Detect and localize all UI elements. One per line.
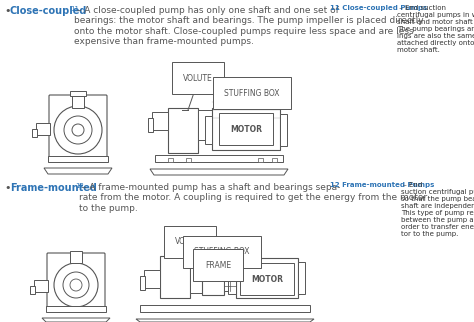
Bar — [272, 158, 277, 162]
Text: 11 Close-coupled Pumps: 11 Close-coupled Pumps — [330, 5, 427, 11]
FancyBboxPatch shape — [47, 253, 105, 309]
Text: •: • — [4, 6, 10, 16]
Text: VOLUTE: VOLUTE — [175, 238, 205, 247]
Bar — [205, 116, 212, 144]
Bar — [46, 306, 106, 312]
Bar — [152, 112, 168, 130]
Bar — [168, 158, 173, 162]
Bar — [30, 286, 35, 294]
Bar — [298, 262, 305, 294]
Text: FRAME: FRAME — [205, 260, 231, 270]
Bar — [155, 155, 283, 162]
Polygon shape — [44, 168, 112, 174]
Bar — [140, 305, 310, 312]
Bar — [34, 280, 48, 292]
Text: 11: 11 — [70, 6, 79, 12]
Bar — [258, 158, 263, 162]
Bar — [70, 91, 86, 96]
Bar — [168, 108, 198, 153]
Polygon shape — [136, 319, 314, 322]
Bar — [190, 265, 202, 293]
Text: Close-coupled: Close-coupled — [10, 6, 87, 16]
Text: – End suction
centrifugal pumps in which the pump
shaft and motor shaft are the : – End suction centrifugal pumps in which… — [397, 5, 474, 53]
Bar — [228, 266, 236, 294]
Text: •: • — [4, 183, 10, 193]
Bar — [32, 129, 37, 137]
Bar — [140, 276, 145, 290]
Text: VOLUTE: VOLUTE — [183, 73, 213, 82]
Bar — [72, 94, 84, 108]
Text: Frame-mounted: Frame-mounted — [10, 183, 97, 193]
Bar — [224, 275, 236, 291]
Bar — [144, 270, 160, 288]
Bar — [280, 114, 287, 146]
Bar — [48, 156, 108, 162]
Text: STUFFING BOX: STUFFING BOX — [224, 89, 280, 98]
Bar — [36, 123, 50, 135]
Bar — [236, 258, 298, 298]
Text: 12 Frame-mounted Pumps: 12 Frame-mounted Pumps — [330, 182, 434, 188]
Bar — [186, 158, 191, 162]
Text: 12: 12 — [75, 183, 84, 189]
Bar — [224, 277, 236, 285]
Polygon shape — [42, 318, 110, 322]
Text: – A frame-mounted pump has a shaft and bearings sepa-
rate from the motor. A cou: – A frame-mounted pump has a shaft and b… — [79, 183, 427, 213]
Text: – End
suction centrifugal pumps designed
so that the pump bearings and pump
shaf: – End suction centrifugal pumps designed… — [401, 182, 474, 237]
Bar — [202, 263, 224, 295]
Text: – A close-coupled pump has only one shaft and one set of
bearings: the motor sha: – A close-coupled pump has only one shaf… — [74, 6, 424, 46]
Bar — [160, 256, 190, 298]
Polygon shape — [150, 169, 288, 175]
Bar — [148, 118, 153, 132]
Text: MOTOR: MOTOR — [251, 274, 283, 283]
Text: MOTOR: MOTOR — [230, 125, 262, 134]
FancyBboxPatch shape — [49, 95, 107, 159]
Bar — [198, 110, 212, 140]
Bar — [70, 251, 82, 263]
Bar — [212, 108, 280, 150]
Text: STUFFING BOX: STUFFING BOX — [194, 248, 250, 257]
